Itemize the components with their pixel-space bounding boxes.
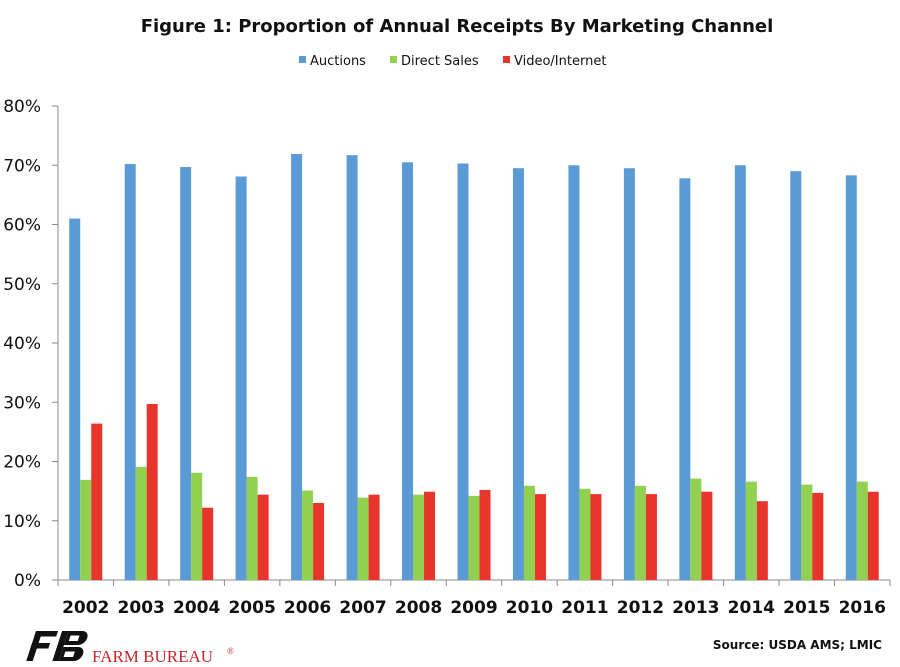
bar-video-internet (756, 501, 768, 580)
bar-auctions (512, 168, 524, 580)
x-tick-label: 2003 (118, 598, 165, 618)
bar-direct-sales (579, 488, 591, 580)
bar-direct-sales (413, 494, 425, 580)
legend-swatch (503, 56, 510, 63)
bar-auctions (180, 167, 192, 580)
bar-video-internet (91, 423, 103, 580)
bar-auctions (124, 164, 136, 580)
source-note: Source: USDA AMS; LMIC (713, 638, 882, 652)
x-tick-label: 2008 (395, 598, 442, 618)
y-tick-label: 50% (3, 275, 41, 295)
legend-label: Direct Sales (401, 54, 479, 69)
y-tick-label: 30% (3, 393, 41, 413)
bar-direct-sales (468, 495, 480, 580)
bar-auctions (679, 178, 691, 580)
legend-label: Video/Internet (514, 54, 606, 69)
legend-label: Auctions (310, 54, 366, 69)
bar-video-internet (590, 494, 602, 580)
bar-direct-sales (302, 490, 314, 580)
bar-video-internet (701, 491, 713, 580)
y-tick-label: 60% (3, 216, 41, 236)
y-tick-label: 40% (3, 334, 41, 354)
bar-direct-sales (246, 476, 258, 580)
bar-direct-sales (634, 485, 646, 580)
bar-video-internet (645, 494, 657, 580)
bar-direct-sales (80, 479, 92, 580)
x-tick-label: 2014 (728, 598, 775, 618)
x-tick-label: 2006 (284, 598, 331, 618)
bar-auctions (845, 175, 857, 580)
bar-direct-sales (690, 478, 702, 580)
y-tick-label: 80% (3, 97, 41, 117)
bar-direct-sales (856, 481, 868, 580)
registered-mark: ® (227, 646, 234, 656)
bar-video-internet (867, 491, 879, 580)
x-tick-label: 2012 (617, 598, 664, 618)
bar-auctions (346, 155, 358, 581)
x-tick-label: 2015 (783, 598, 830, 618)
bar-direct-sales (801, 484, 813, 580)
farm-bureau-fb-logo-icon (26, 631, 88, 661)
y-axis: 0% 10% 20% 30% 40% 50% 60% 70% 80% (3, 97, 59, 591)
bar-video-internet (812, 492, 824, 580)
bar-auctions (734, 165, 746, 580)
bar-video-internet (202, 507, 214, 580)
y-tick-label: 10% (3, 512, 41, 532)
bar-auctions (402, 162, 414, 580)
x-tick-label: 2004 (173, 598, 220, 618)
bar-auctions (291, 153, 303, 580)
bar-video-internet (146, 404, 158, 580)
x-tick-label: 2002 (62, 598, 109, 618)
farm-bureau-logo: FARM BUREAU ® (26, 631, 234, 666)
x-tick-label: 2011 (561, 598, 608, 618)
bar-auctions (235, 176, 247, 580)
x-tick-label: 2013 (672, 598, 719, 618)
bar-video-internet (479, 489, 491, 580)
bar-direct-sales (523, 485, 535, 580)
chart-title: Figure 1: Proportion of Annual Receipts … (141, 16, 774, 37)
bar-video-internet (313, 502, 325, 580)
x-axis: 2002 2003 2004 2005 2006 2007 2008 2009 2010 2011… (57, 579, 891, 618)
bar-direct-sales (135, 466, 147, 580)
bar-auctions (623, 168, 635, 580)
legend: Auctions Direct Sales Video/Internet (299, 54, 606, 69)
y-tick-label: 20% (3, 453, 41, 473)
y-tick-label: 70% (3, 156, 41, 176)
bars (69, 153, 879, 581)
x-tick-label: 2009 (450, 598, 497, 618)
y-tick-label: 0% (14, 571, 41, 591)
x-tick-label: 2010 (506, 598, 553, 618)
x-tick-label: 2005 (228, 598, 275, 618)
x-tick-label: 2016 (839, 598, 886, 618)
x-tick-label: 2007 (339, 598, 386, 618)
legend-swatch (299, 56, 306, 63)
bar-direct-sales (745, 481, 757, 580)
bar-video-internet (424, 491, 436, 580)
bar-direct-sales (357, 497, 369, 580)
bar-video-internet (368, 494, 380, 580)
legend-swatch (390, 56, 397, 63)
bar-direct-sales (191, 472, 203, 580)
bar-video-internet (534, 494, 546, 580)
farm-bureau-wordmark: FARM BUREAU (92, 647, 213, 666)
bar-video-internet (257, 494, 269, 580)
bar-auctions (790, 171, 802, 581)
bar-auctions (69, 218, 81, 580)
bar-auctions (568, 165, 580, 580)
bar-auctions (457, 163, 469, 580)
